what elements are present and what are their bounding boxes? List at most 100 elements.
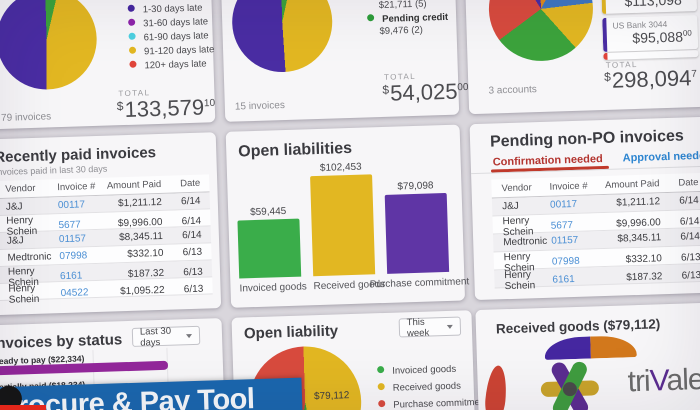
total-amount: 298,094	[611, 65, 692, 93]
currency-symbol: $	[603, 69, 612, 84]
bank-balance: $95,08800	[632, 28, 692, 47]
col-header-amount[interactable]: Amount Paid	[106, 178, 162, 192]
col-header-vendor[interactable]: Vendor	[501, 181, 532, 194]
total-cents: 10	[203, 97, 216, 110]
lens-right-half	[590, 335, 637, 359]
bank-accent-bar	[603, 52, 608, 60]
total-amount: 133,579	[124, 94, 205, 123]
invoice-link[interactable]: 07998	[551, 255, 580, 268]
legend-label: Pending credit	[382, 11, 449, 25]
legend-label: 120+ days late	[144, 58, 207, 72]
col-header-date[interactable]: Date	[678, 176, 699, 189]
legend-label: Invoiced goods	[392, 363, 457, 377]
paid-invoices-table: Vendor Invoice # Amount Paid Date J&J 001…	[0, 174, 213, 306]
invoice-link[interactable]: 01157	[58, 232, 87, 245]
chevron-down-icon	[446, 324, 453, 329]
legend-label: Received goods	[392, 380, 462, 394]
bank-accent-bar	[602, 17, 608, 52]
chevron-down-icon	[185, 333, 193, 338]
bar-purchase-commitment[interactable]	[384, 192, 450, 274]
card-received-goods: Received goods ($79,112) triValence	[475, 302, 700, 410]
legend-dot	[367, 14, 375, 22]
col-header-vendor[interactable]: Vendor	[5, 182, 36, 195]
card-title: Invoices by status	[0, 331, 123, 353]
aging-pie-chart	[0, 0, 99, 91]
col-header-date[interactable]: Date	[180, 177, 201, 190]
invoice-link[interactable]: 5677	[58, 218, 81, 231]
timeframe-dropdown[interactable]: Last 30 days	[131, 325, 201, 348]
legend-item: 1-30 days late	[127, 2, 203, 16]
invoice-link[interactable]: 07998	[59, 249, 88, 262]
accounts-pie-chart	[487, 0, 595, 63]
bar-category: Purchase commitment	[369, 276, 470, 291]
card-accounts: US Bank 7878 $113,09876 US Bank 3044 $95…	[463, 0, 700, 115]
invoice-count: 15 invoices	[234, 99, 286, 113]
pie-value-label: $79,112	[313, 390, 350, 403]
invoice-link[interactable]: 04522	[60, 286, 89, 299]
bank-accent-bar	[600, 0, 607, 14]
bar-category: Invoiced goods	[239, 281, 308, 295]
currency-symbol: $	[382, 82, 390, 97]
bar-received-goods[interactable]	[310, 174, 376, 277]
bar-value: $59,445	[249, 206, 287, 219]
invoice-count: 79 invoices	[0, 111, 52, 124]
total-cents: 7	[691, 68, 698, 80]
invoice-link[interactable]: 00117	[57, 198, 86, 211]
invoice-link[interactable]: 00117	[549, 198, 578, 211]
legend-dot	[129, 60, 137, 68]
col-header-invoice[interactable]: Invoice #	[57, 180, 96, 194]
total-amount: 54,025	[389, 78, 458, 106]
bank-balance: $113,09876	[624, 0, 691, 10]
legend-item: Received goods	[377, 380, 462, 395]
legend-dot	[128, 32, 136, 40]
logo-petal-shape	[483, 364, 509, 410]
legend-item: 91-120 days late	[128, 44, 215, 58]
bar-value: $79,098	[397, 180, 434, 193]
trivalence-wordmark: triValence	[627, 361, 700, 399]
legend-item: Purchase commitment	[378, 397, 488, 410]
legend-item: 61-90 days late	[128, 30, 209, 44]
card-title: Open liabilities	[238, 139, 353, 161]
legend-label: 91-120 days late	[143, 44, 215, 58]
card-open-liabilities: Open liabilities $59,445 $102,453 $79,09…	[225, 124, 469, 308]
bar-invoiced-goods[interactable]	[237, 218, 302, 279]
legend-label: 1-30 days late	[142, 2, 203, 16]
credits-pie-chart	[230, 0, 334, 74]
total-value: $298,0947	[604, 65, 698, 94]
invoice-link[interactable]: 5677	[550, 219, 574, 232]
legend-label: 61-90 days late	[143, 30, 209, 44]
bank-account-tile[interactable]: US Bank 3044 $95,08800	[602, 15, 699, 52]
legend-item: Invoiced goods	[377, 364, 456, 377]
legend-dot	[378, 399, 386, 408]
account-count: 3 accounts	[488, 84, 538, 97]
card-recently-paid: Recently paid invoices Invoices paid in …	[0, 132, 222, 316]
invoice-link[interactable]: 6161	[552, 273, 575, 286]
total-value: $54,02500	[382, 78, 469, 107]
tab-approval-needed[interactable]: Approval needed	[622, 149, 700, 165]
card-invoice-aging: 1-30 days late 31-60 days late 61-90 day…	[0, 0, 216, 130]
legend-item: 31-60 days late	[128, 16, 208, 30]
card-pending-nonpo: Pending non-PO invoices Confirmation nee…	[469, 116, 700, 301]
bank-account-tile[interactable]: US Bank 7878 $113,09876	[600, 0, 698, 14]
bar-value: $102,453	[319, 161, 362, 174]
dropdown-value: This week	[406, 316, 430, 339]
card-subtitle: Invoices paid in last 30 days	[0, 163, 108, 178]
col-header-amount[interactable]: Amount Paid	[604, 177, 660, 191]
legend-dot	[128, 46, 137, 54]
invoice-link[interactable]: 6161	[59, 269, 83, 282]
col-header-invoice[interactable]: Invoice #	[549, 180, 588, 193]
legend-item: 120+ days late	[129, 58, 207, 72]
legend-dot	[127, 4, 135, 12]
card-pending-credits: $21,711 (5) Pending credit $9,476 (2) TO…	[219, 0, 469, 122]
video-progress-bar[interactable]	[0, 405, 46, 410]
legend-value: $9,476 (2)	[379, 24, 424, 37]
total-value: $133,57910	[117, 94, 216, 123]
legend-partial-value: $21,711 (5)	[378, 0, 427, 11]
timeframe-dropdown[interactable]: This week	[398, 316, 462, 339]
invoice-link[interactable]: 01157	[551, 234, 579, 247]
legend-dot	[128, 18, 136, 26]
currency-symbol: $	[116, 99, 124, 114]
card-title: Pending non-PO invoices	[489, 127, 685, 151]
